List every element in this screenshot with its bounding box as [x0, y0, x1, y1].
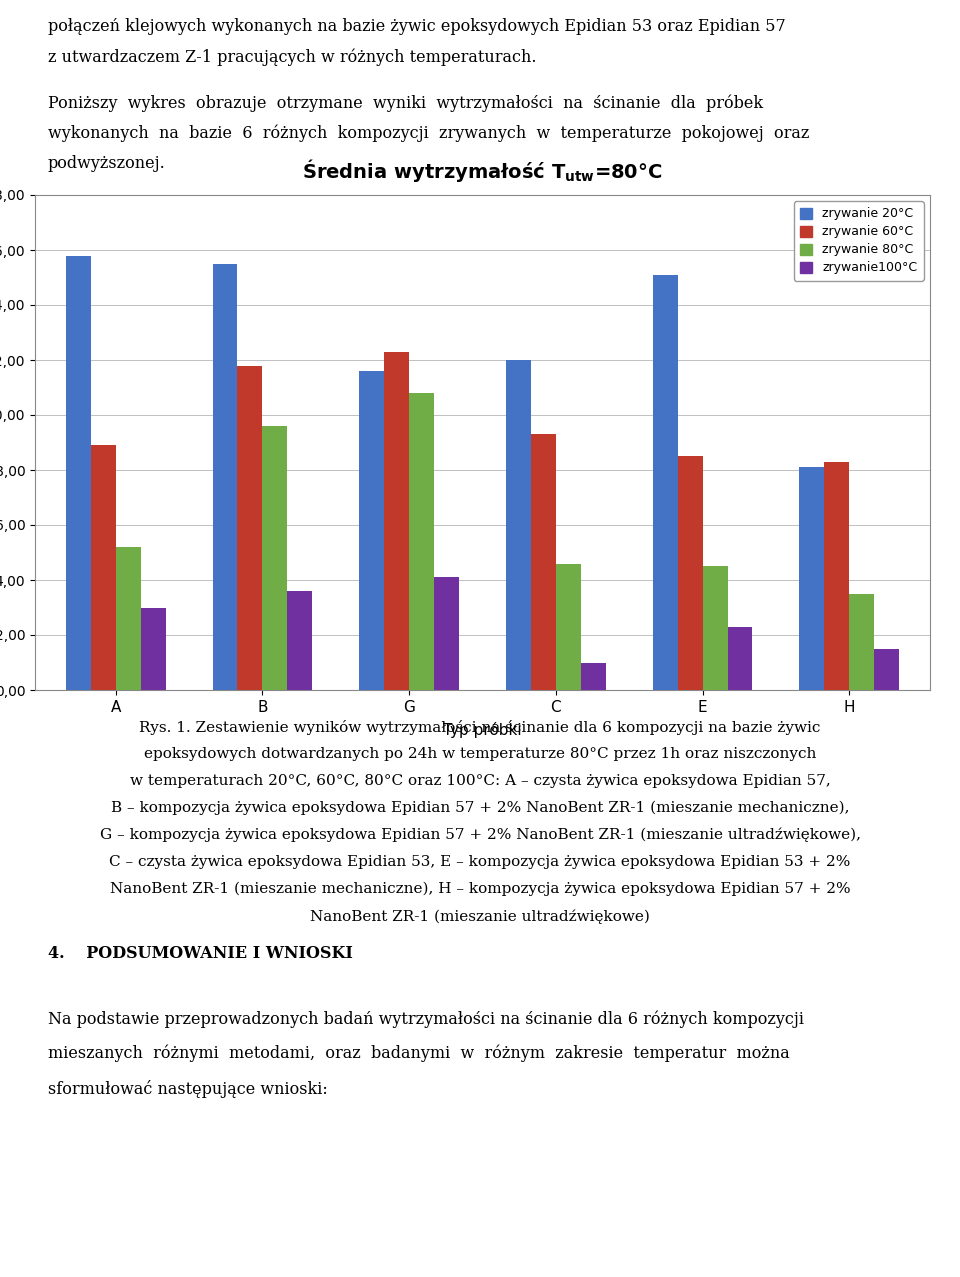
Bar: [434, 577, 459, 690]
Bar: [825, 462, 850, 690]
Text: wykonanych  na  bazie  6  różnych  kompozycji  zrywanych  w  temperaturze  pokoj: wykonanych na bazie 6 różnych kompozycji…: [48, 125, 809, 143]
Text: NanoBent ZR-1 (mieszanie mechaniczne), H – kompozycja żywica epoksydowa Epidian : NanoBent ZR-1 (mieszanie mechaniczne), H…: [109, 882, 851, 896]
Bar: [653, 275, 678, 690]
Bar: [140, 608, 165, 690]
Text: Na podstawie przeprowadzonych badań wytrzymałości na ścinanie dla 6 różnych komp: Na podstawie przeprowadzonych badań wytr…: [48, 1010, 804, 1028]
Bar: [287, 591, 312, 690]
Text: C – czysta żywica epoksydowa Epidian 53, E – kompozycja żywica epoksydowa Epidia: C – czysta żywica epoksydowa Epidian 53,…: [109, 856, 851, 870]
Bar: [875, 649, 900, 690]
Bar: [359, 372, 384, 690]
Text: G – kompozycja żywica epoksydowa Epidian 57 + 2% NanoBent ZR-1 (mieszanie ultrad: G – kompozycja żywica epoksydowa Epidian…: [100, 827, 860, 843]
Text: 4.  PODSUMOWANIE I WNIOSKI: 4. PODSUMOWANIE I WNIOSKI: [48, 945, 353, 962]
Bar: [262, 427, 287, 690]
Text: Rys. 1. Zestawienie wyników wytrzymałości na ścinanie dla 6 kompozycji na bazie : Rys. 1. Zestawienie wyników wytrzymałośc…: [139, 720, 821, 736]
Text: epoksydowych dotwardzanych po 24h w temperaturze 80°C przez 1h oraz niszczonych: epoksydowych dotwardzanych po 24h w temp…: [144, 747, 816, 761]
Title: Średnia wytrzymałość $\mathbf{T_{utw}}$=80°C: Średnia wytrzymałość $\mathbf{T_{utw}}$=…: [302, 157, 662, 184]
Text: z utwardzaczem Z-1 pracujących w różnych temperaturach.: z utwardzaczem Z-1 pracujących w różnych…: [48, 49, 537, 65]
Bar: [703, 566, 728, 690]
Bar: [116, 547, 140, 690]
Bar: [728, 627, 753, 690]
Text: podwyższonej.: podwyższonej.: [48, 155, 166, 172]
Text: połączeń klejowych wykonanych na bazie żywic epoksydowych Epidian 53 oraz Epidia: połączeń klejowych wykonanych na bazie ż…: [48, 18, 785, 34]
Text: Poniższy  wykres  obrazuje  otrzymane  wyniki  wytrzymałości  na  ścinanie  dla : Poniższy wykres obrazuje otrzymane wynik…: [48, 94, 763, 112]
Bar: [800, 467, 825, 690]
Bar: [506, 360, 531, 690]
Bar: [678, 456, 703, 690]
Text: NanoBent ZR-1 (mieszanie ultradźwiękowe): NanoBent ZR-1 (mieszanie ultradźwiękowe): [310, 909, 650, 923]
Bar: [384, 351, 409, 690]
Bar: [91, 446, 116, 690]
Bar: [212, 264, 237, 690]
Bar: [556, 563, 581, 690]
Bar: [531, 434, 556, 690]
Bar: [850, 594, 875, 690]
Bar: [581, 663, 606, 690]
Text: mieszanych  różnymi  metodami,  oraz  badanymi  w  różnym  zakresie  temperatur : mieszanych różnymi metodami, oraz badany…: [48, 1045, 790, 1062]
Bar: [237, 365, 262, 690]
Bar: [409, 393, 434, 690]
Text: B – kompozycja żywica epoksydowa Epidian 57 + 2% NanoBent ZR-1 (mieszanie mechan: B – kompozycja żywica epoksydowa Epidian…: [110, 801, 850, 816]
Text: sformułować następujące wnioski:: sformułować następujące wnioski:: [48, 1080, 327, 1098]
Bar: [66, 255, 91, 690]
Legend: zrywanie 20°C, zrywanie 60°C, zrywanie 80°C, zrywanie100°C: zrywanie 20°C, zrywanie 60°C, zrywanie 8…: [794, 202, 924, 281]
Text: w temperaturach 20°C, 60°C, 80°C oraz 100°C: A – czysta żywica epoksydowa Epidia: w temperaturach 20°C, 60°C, 80°C oraz 10…: [130, 774, 830, 788]
X-axis label: Typ próbki: Typ próbki: [444, 722, 522, 738]
